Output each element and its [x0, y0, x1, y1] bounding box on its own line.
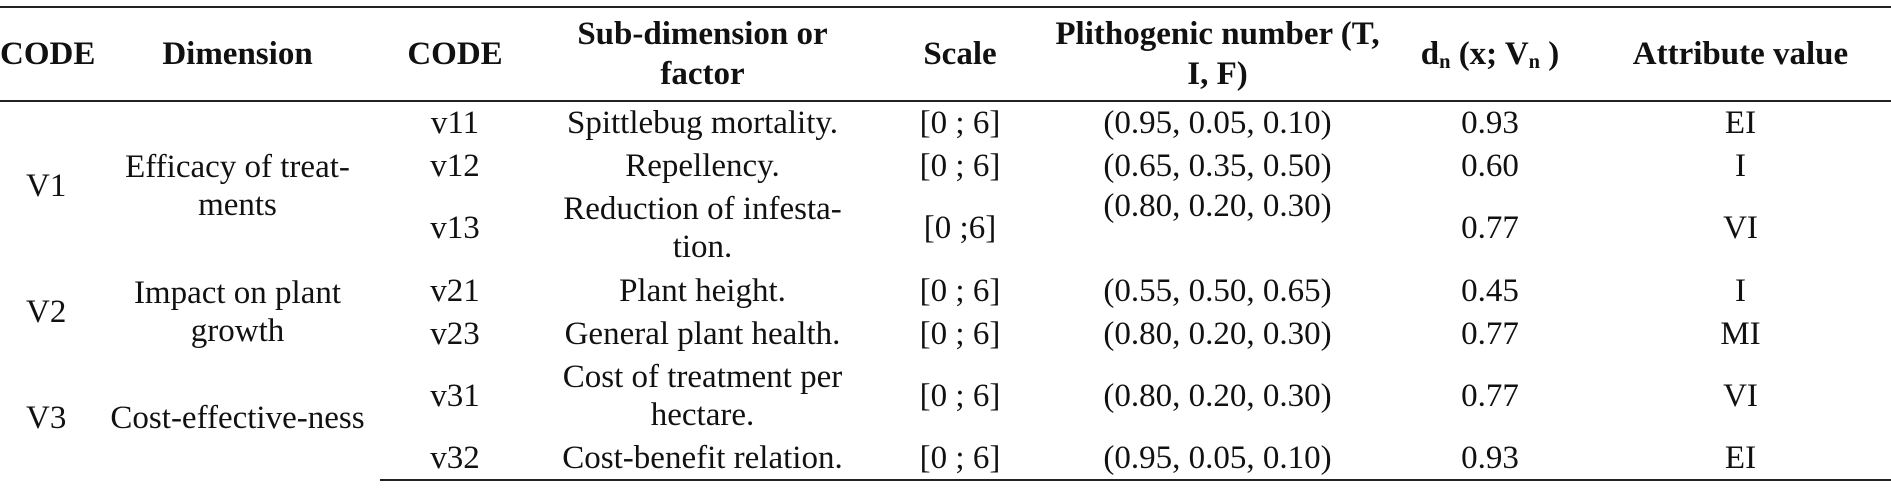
row-dn: 0.60 — [1461, 147, 1519, 184]
row-plithogenic-number: (0.55, 0.50, 0.65) — [1103, 272, 1332, 309]
row-attribute-value: EI — [1724, 105, 1757, 141]
table-row: v23 General plant health. [0 ; 6] (0.80,… — [0, 312, 1891, 355]
header-dn-suffix: ) — [1540, 36, 1560, 72]
header-dn-mid: (x; V — [1450, 36, 1529, 72]
table-row: V3 Cost-effective-ness v31 Cost of treat… — [0, 355, 1891, 437]
row-factor: General plant health. — [564, 315, 841, 352]
group-dimension: Efficacy of treat-ments — [125, 148, 350, 223]
row-scale: [0 ;6] — [923, 210, 997, 246]
header-scale: Scale — [875, 6, 1045, 102]
row-code: v31 — [430, 378, 480, 414]
header-dn: dn (x; Vn ) — [1390, 6, 1590, 102]
group-code: V1 — [26, 167, 67, 204]
row-attribute-value: I — [1735, 147, 1746, 184]
header-plithogenic-number: Plithogenic number (T, I, F) — [1045, 6, 1390, 102]
header-subdimension: Sub-dimension or factor — [530, 6, 875, 102]
row-scale: [0 ; 6] — [919, 147, 1001, 184]
row-dn: 0.77 — [1461, 210, 1519, 246]
row-dn: 0.45 — [1461, 272, 1519, 309]
header-dn-sub: n — [1439, 51, 1451, 74]
table-header: CODE Dimension CODE Sub-dimension or fac… — [0, 6, 1891, 102]
row-scale: [0 ; 6] — [875, 437, 1045, 481]
table-row: v32 Cost-benefit relation. [0 ; 6] (0.95… — [0, 437, 1891, 481]
row-code: v13 — [430, 210, 480, 246]
row-factor: Repellency. — [625, 147, 780, 184]
row-attribute-value: VI — [1723, 210, 1758, 246]
header-dn-prefix: d — [1420, 36, 1440, 72]
row-factor: Reduction of infesta-tion. — [563, 191, 842, 265]
group-code: V3 — [26, 399, 67, 436]
row-plithogenic-number: (0.95, 0.05, 0.10) — [1045, 437, 1390, 481]
row-factor: Cost-benefit relation. — [530, 437, 875, 481]
row-attribute-value: VI — [1723, 378, 1758, 414]
row-plithogenic-number: (0.80, 0.20, 0.30) — [1103, 188, 1332, 224]
row-factor: Plant height. — [619, 272, 786, 309]
row-dn: 0.77 — [1461, 378, 1519, 414]
row-scale: [0 ; 6] — [919, 378, 1001, 414]
row-plithogenic-number: (0.80, 0.20, 0.30) — [1103, 315, 1332, 352]
row-scale: [0 ; 6] — [919, 315, 1001, 352]
header-code-2: CODE — [380, 6, 530, 102]
row-plithogenic-number: (0.65, 0.35, 0.50) — [1103, 147, 1332, 184]
row-code: v12 — [430, 147, 480, 184]
row-code: v32 — [380, 437, 530, 481]
row-attribute-value: I — [1735, 272, 1746, 309]
row-dn: 0.77 — [1461, 315, 1519, 352]
table-body: V1 Efficacy of treat-ments v11 Spittlebu… — [0, 101, 1891, 481]
table-row: V2 Impact on plant growth v21 Plant heig… — [0, 269, 1891, 350]
row-plithogenic-number: (0.80, 0.20, 0.30) — [1103, 378, 1332, 414]
row-attribute-value: MI — [1720, 315, 1761, 352]
row-attribute-value: EI — [1590, 437, 1891, 481]
row-plithogenic-number: (0.95, 0.05, 0.10) — [1103, 105, 1332, 141]
row-dn: 0.93 — [1390, 437, 1590, 481]
table-row: V1 Efficacy of treat-ments v11 Spittlebu… — [0, 101, 1891, 223]
table-row: v12 Repellency. [0 ; 6] (0.65, 0.35, 0.5… — [0, 144, 1891, 187]
row-dn: 0.93 — [1461, 105, 1519, 141]
header-row: CODE Dimension CODE Sub-dimension or fac… — [0, 6, 1891, 102]
row-code: v21 — [430, 272, 480, 309]
group-code: V2 — [26, 294, 67, 330]
header-dn-sub-2: n — [1528, 51, 1541, 74]
header-code: CODE — [0, 6, 95, 102]
table-row: v13 Reduction of infesta-tion. [0 ;6] (0… — [0, 187, 1891, 269]
row-factor: Spittlebug mortality. — [566, 105, 838, 141]
row-factor: Cost of treatment per hectare. — [562, 359, 843, 433]
header-attribute-value: Attribute value — [1590, 6, 1891, 102]
row-code: v11 — [430, 105, 480, 141]
plithogenic-table: CODE Dimension CODE Sub-dimension or fac… — [0, 6, 1891, 481]
row-scale: [0 ; 6] — [919, 272, 1001, 309]
group-dimension: Impact on plant growth — [133, 275, 342, 349]
row-code: v23 — [430, 315, 480, 352]
group-dimension: Cost-effective-ness — [110, 399, 365, 436]
row-scale: [0 ; 6] — [919, 105, 1001, 141]
header-dimension: Dimension — [95, 6, 380, 102]
